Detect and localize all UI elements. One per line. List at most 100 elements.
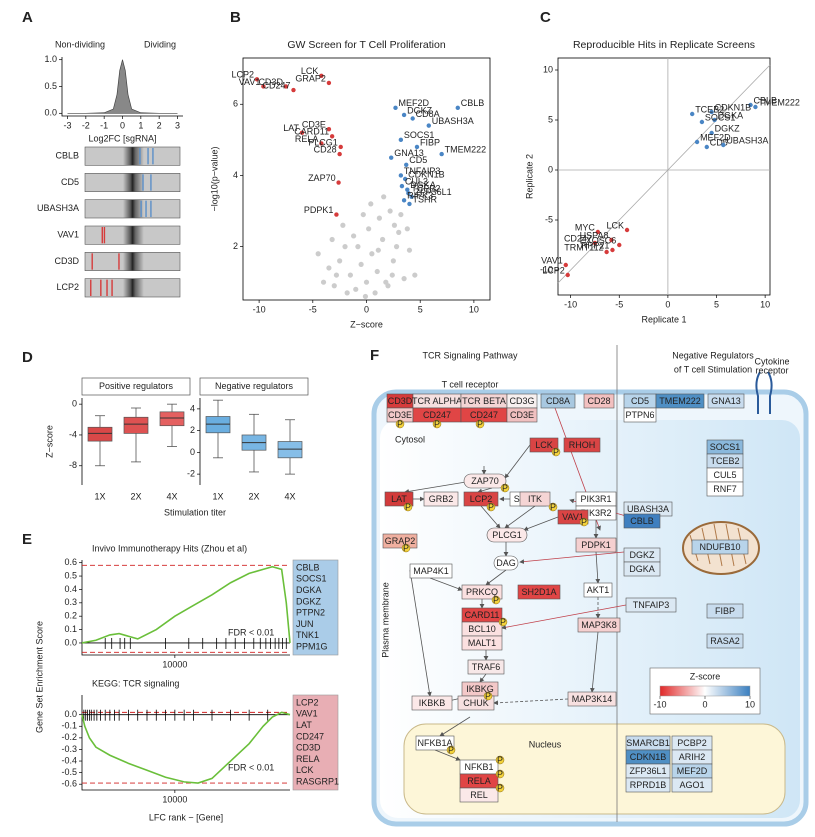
x-tick-label: -10 bbox=[564, 299, 577, 309]
x-tick-label: -5 bbox=[309, 304, 317, 314]
background-point bbox=[344, 290, 350, 296]
background-point bbox=[393, 244, 400, 250]
y-tick-label: 0.0 bbox=[44, 108, 57, 118]
point bbox=[610, 247, 615, 253]
point-label: VAV1 bbox=[541, 255, 563, 265]
gene-label: UBASH3A bbox=[37, 203, 79, 213]
point bbox=[595, 229, 601, 235]
background-point bbox=[351, 233, 357, 239]
y-tick-label: 0.5 bbox=[64, 570, 77, 580]
node bbox=[423, 491, 459, 507]
arrow bbox=[479, 673, 487, 683]
point bbox=[404, 162, 409, 167]
point bbox=[401, 112, 407, 118]
diagram-text: Cytosol bbox=[395, 434, 425, 444]
point-label: EXOSC6 bbox=[580, 235, 617, 245]
point bbox=[690, 111, 695, 117]
point-label: MEF2D bbox=[700, 132, 731, 142]
y-tick-label: -4 bbox=[69, 429, 77, 439]
node bbox=[493, 555, 519, 571]
point-label: TSHR bbox=[412, 194, 437, 204]
diagram-text: receptor bbox=[755, 365, 788, 375]
point bbox=[712, 117, 717, 123]
node bbox=[706, 481, 744, 497]
y-axis-label: Gene Set Enrichment Score bbox=[34, 621, 44, 733]
point bbox=[414, 144, 420, 150]
y-axis-label: Z−score bbox=[44, 425, 54, 458]
point-label: CD5 bbox=[409, 155, 427, 165]
node bbox=[463, 491, 499, 507]
point-label: CDKN1B bbox=[715, 102, 752, 112]
node-label: CDKN1B bbox=[630, 752, 667, 762]
arrow bbox=[480, 505, 501, 529]
y-tick-label: 0.0 bbox=[64, 709, 77, 719]
y-tick-label: -10 bbox=[540, 264, 553, 274]
node bbox=[411, 695, 453, 711]
node bbox=[623, 407, 657, 423]
phospho-site bbox=[500, 483, 510, 493]
y-tick-label: 0 bbox=[72, 399, 77, 409]
point bbox=[563, 262, 568, 268]
x-tick-label: 1X bbox=[94, 491, 105, 501]
node-label: RHOH bbox=[569, 440, 596, 450]
point bbox=[283, 84, 289, 89]
legend-gradient bbox=[659, 685, 751, 697]
gene-name: PPM1G bbox=[296, 641, 328, 651]
background-point bbox=[331, 283, 337, 289]
y-tick-label: 1.0 bbox=[44, 54, 57, 64]
node-label: MAP4K1 bbox=[413, 566, 449, 576]
point bbox=[709, 130, 714, 136]
x-tick-label: -1 bbox=[100, 120, 108, 130]
point-label: TMEM222 bbox=[445, 144, 487, 154]
node-label: VAV1 bbox=[562, 512, 584, 522]
point-label: FIBP bbox=[420, 137, 440, 147]
phospho-label: P bbox=[550, 502, 556, 512]
facet-header bbox=[81, 377, 191, 396]
point-label: CDKN1B bbox=[408, 169, 445, 179]
point bbox=[337, 151, 342, 157]
legend-title: Z-score bbox=[690, 671, 721, 681]
node-label: RASA2 bbox=[710, 636, 740, 646]
panel-label: D bbox=[22, 349, 33, 366]
background-point bbox=[355, 244, 361, 250]
point bbox=[426, 123, 431, 128]
point-label: LAT bbox=[283, 123, 299, 133]
background-point bbox=[390, 258, 396, 264]
background-point bbox=[315, 251, 321, 257]
point bbox=[753, 104, 758, 110]
node bbox=[467, 659, 505, 675]
facet-header bbox=[199, 377, 309, 396]
gene-name: JUN bbox=[296, 619, 314, 629]
gene-name: DGKZ bbox=[296, 596, 322, 606]
annotation: FDR < 0.01 bbox=[228, 762, 274, 772]
gene-label: VAV1 bbox=[57, 230, 79, 240]
node bbox=[625, 777, 671, 793]
node-label: AKT1 bbox=[587, 585, 610, 595]
node bbox=[706, 603, 744, 619]
box bbox=[277, 441, 303, 459]
point bbox=[439, 151, 444, 157]
y-tick-label: -5 bbox=[545, 214, 553, 224]
node-label: GNA13 bbox=[711, 396, 741, 406]
node bbox=[563, 437, 601, 453]
point bbox=[455, 105, 460, 111]
gene-box bbox=[292, 559, 339, 656]
arrow bbox=[504, 505, 536, 529]
box bbox=[159, 411, 185, 427]
node bbox=[583, 393, 615, 409]
node-label: NFKB1A bbox=[417, 738, 452, 748]
point-label: MYC bbox=[575, 222, 596, 232]
node bbox=[623, 561, 661, 577]
enrichment-curve bbox=[81, 711, 291, 784]
pathway: CD3D TCR ALPHA TCR BETA CD3G CD8A CD28 CD3E CD2… bbox=[380, 350, 790, 803]
node bbox=[382, 533, 418, 549]
density-curve bbox=[67, 59, 178, 114]
gene-name: LCP2 bbox=[296, 697, 319, 707]
y-axis-label: Replicate 2 bbox=[524, 154, 534, 199]
gene-label: CD5 bbox=[61, 177, 79, 187]
panel-label: F bbox=[370, 347, 379, 364]
x-tick-label: 0 bbox=[665, 299, 670, 309]
node bbox=[707, 393, 745, 409]
background-point bbox=[368, 201, 374, 207]
arrow bbox=[523, 516, 559, 531]
